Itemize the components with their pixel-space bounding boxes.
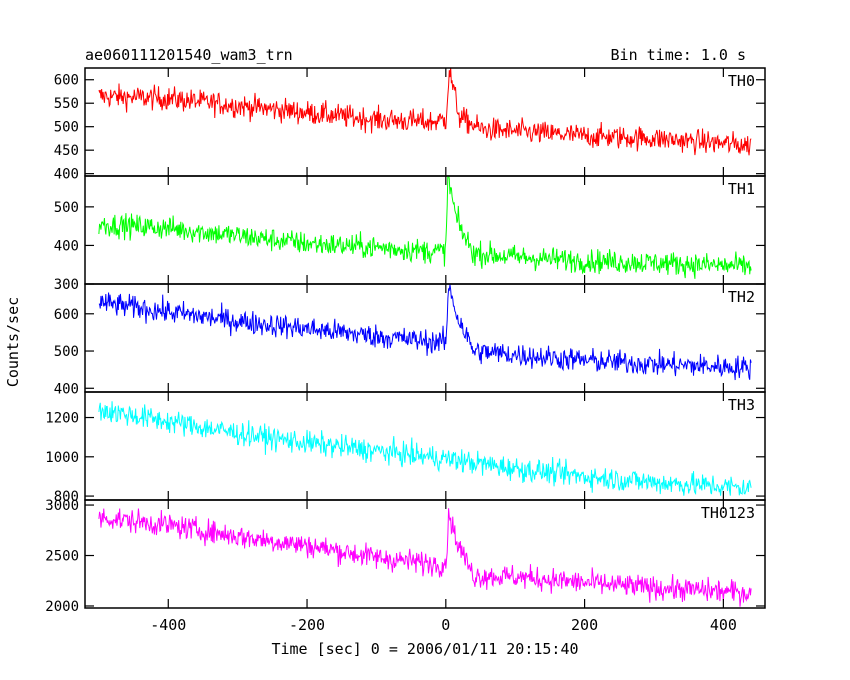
panel-frame [84, 499, 766, 609]
y-tick-label: 300 [54, 277, 79, 293]
series-line-th2 [98, 284, 752, 381]
series-label-th1: TH1 [728, 180, 755, 198]
x-axis-label: Time [sec] 0 = 2006/01/11 20:15:40 [271, 640, 578, 658]
panel-th0: 400 450 500 550 600 TH0 [54, 67, 766, 183]
panel-th0123: 2000 2500 3000 TH0123 [45, 498, 766, 615]
series-line-th3 [98, 401, 752, 496]
y-tick-label: 500 [54, 344, 79, 360]
y-tick-label: 2000 [45, 599, 79, 615]
series-line-th1 [98, 176, 752, 279]
y-tick-label: 1200 [45, 411, 79, 427]
series-label-th0: TH0 [728, 72, 755, 90]
panel-th1: 300 400 500 TH1 [54, 175, 766, 293]
x-tick-label: 200 [571, 616, 598, 634]
y-tick-label: 2500 [45, 549, 79, 565]
y-tick-label: 800 [54, 489, 79, 505]
x-tick-label: 0 [441, 616, 450, 634]
y-tick-label: 1000 [45, 450, 79, 466]
bin-time-label: Bin time: 1.0 s [611, 46, 746, 64]
x-tick-label: -400 [150, 616, 186, 634]
panels-group: 400 450 500 550 600 TH0 300 400 500 TH1 400 500 600 T… [45, 67, 766, 634]
x-tick-label: -200 [289, 616, 325, 634]
panel-frame [84, 175, 766, 285]
y-tick-label: 500 [54, 120, 79, 136]
series-line-th0123 [98, 508, 752, 607]
y-axis-label: Counts/sec [4, 297, 22, 387]
y-tick-label: 550 [54, 96, 79, 112]
panel-th2: 400 500 600 TH2 [54, 283, 766, 397]
chart-title: ae060111201540_wam3_trn [85, 46, 293, 64]
series-line-th0 [98, 68, 752, 156]
y-tick-label: 600 [54, 73, 79, 89]
y-tick-label: 400 [54, 381, 79, 397]
y-tick-label: 450 [54, 143, 79, 159]
series-label-th3: TH3 [728, 396, 755, 414]
x-tick-label: 400 [710, 616, 737, 634]
y-tick-label: 500 [54, 200, 79, 216]
y-tick-label: 400 [54, 167, 79, 183]
series-label-th0123: TH0123 [701, 504, 755, 522]
y-tick-label: 3000 [45, 498, 79, 514]
y-tick-label: 600 [54, 307, 79, 323]
panel-th3: 800 1000 1200 TH3 [45, 391, 766, 505]
y-tick-label: 400 [54, 238, 79, 254]
series-label-th2: TH2 [728, 288, 755, 306]
